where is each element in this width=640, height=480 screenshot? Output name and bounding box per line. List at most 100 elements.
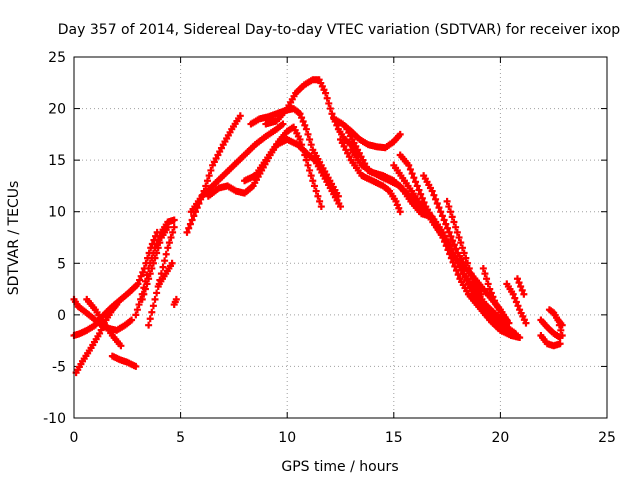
data-point (138, 295, 146, 303)
data-point (139, 268, 147, 276)
data-point (325, 99, 333, 107)
data-point (310, 182, 318, 190)
x-tick-label: 5 (176, 430, 185, 446)
data-point (279, 120, 287, 128)
data-point (396, 130, 404, 138)
data-point (132, 362, 140, 370)
data-point (117, 342, 125, 350)
data-point (452, 245, 460, 253)
data-point (453, 228, 461, 236)
data-point (460, 249, 468, 257)
x-tick-label: 15 (385, 430, 403, 446)
data-point (433, 199, 441, 207)
data-point (445, 228, 453, 236)
data-point (430, 191, 438, 199)
data-point (441, 238, 449, 246)
data-point (408, 170, 416, 178)
data-point (306, 136, 314, 144)
data-point (449, 258, 457, 266)
series-arc-18 (337, 136, 404, 216)
data-point (406, 165, 414, 173)
data-point (128, 316, 136, 324)
data-point (164, 223, 172, 231)
data-point (557, 326, 565, 334)
data-point (558, 331, 566, 339)
data-point (302, 125, 310, 133)
data-point (203, 177, 211, 185)
data-point (145, 275, 153, 283)
x-tick-label: 0 (70, 430, 79, 446)
data-point (450, 218, 458, 226)
data-point (443, 197, 451, 205)
data-point (447, 208, 455, 216)
data-point (447, 232, 455, 240)
data-point (491, 297, 499, 305)
data-point (467, 270, 475, 278)
data-point (418, 194, 426, 202)
data-point (307, 172, 315, 180)
data-point (555, 321, 563, 329)
data-point (410, 174, 418, 182)
data-point (439, 234, 447, 241)
series-arc-17 (330, 115, 404, 152)
data-point (522, 319, 530, 327)
data-point (328, 110, 336, 118)
data-point (440, 216, 448, 224)
data-point (207, 166, 215, 174)
data-point (132, 311, 140, 319)
data-point (442, 220, 450, 228)
data-point (444, 224, 452, 232)
data-point (141, 285, 149, 293)
data-point (450, 241, 458, 249)
data-point (296, 136, 304, 144)
data-point (148, 264, 156, 272)
data-point (134, 280, 142, 288)
data-point (172, 295, 180, 303)
data-point (447, 254, 455, 262)
data-point (140, 290, 148, 298)
series-arc-24 (443, 197, 485, 298)
y-tick-label: 10 (48, 205, 66, 221)
series-arc-22 (396, 151, 515, 335)
data-points (70, 76, 566, 377)
y-tick-label: 0 (57, 308, 66, 324)
series-arc-12 (187, 120, 287, 216)
y-tick-label: 20 (48, 102, 66, 118)
data-point (146, 270, 154, 278)
data-point (205, 172, 213, 180)
data-point (307, 141, 315, 149)
data-point (306, 166, 314, 174)
data-point (296, 110, 304, 118)
series-arc-7 (138, 223, 172, 303)
data-point (149, 302, 157, 310)
data-point (148, 308, 156, 316)
series-arc-3 (72, 301, 121, 377)
data-point (454, 271, 462, 279)
data-point (442, 242, 450, 250)
data-point (516, 334, 524, 342)
chart-title: Day 357 of 2014, Sidereal Day-to-day VTE… (58, 22, 621, 38)
data-point (507, 327, 515, 335)
data-point (513, 275, 521, 283)
data-point (462, 254, 470, 262)
data-point (323, 94, 331, 102)
data-point (405, 161, 413, 169)
x-tick-label: 10 (278, 430, 296, 446)
series-arc-11 (183, 112, 244, 236)
data-point (151, 295, 159, 303)
x-tick-label: 20 (491, 430, 509, 446)
data-point (299, 117, 307, 125)
data-point (149, 259, 157, 267)
data-point (185, 224, 193, 232)
data-point (190, 212, 198, 220)
data-point (512, 298, 520, 306)
data-point (457, 239, 465, 247)
data-point (518, 286, 526, 294)
series-arc-31 (554, 316, 566, 339)
axes: 0 5 10 15 20 25 -10 -5 0 5 10 15 20 25 (43, 50, 616, 446)
data-point (304, 130, 312, 138)
data-point (188, 216, 196, 224)
data-point (133, 306, 141, 314)
data-point (298, 114, 306, 122)
data-point (151, 254, 159, 262)
